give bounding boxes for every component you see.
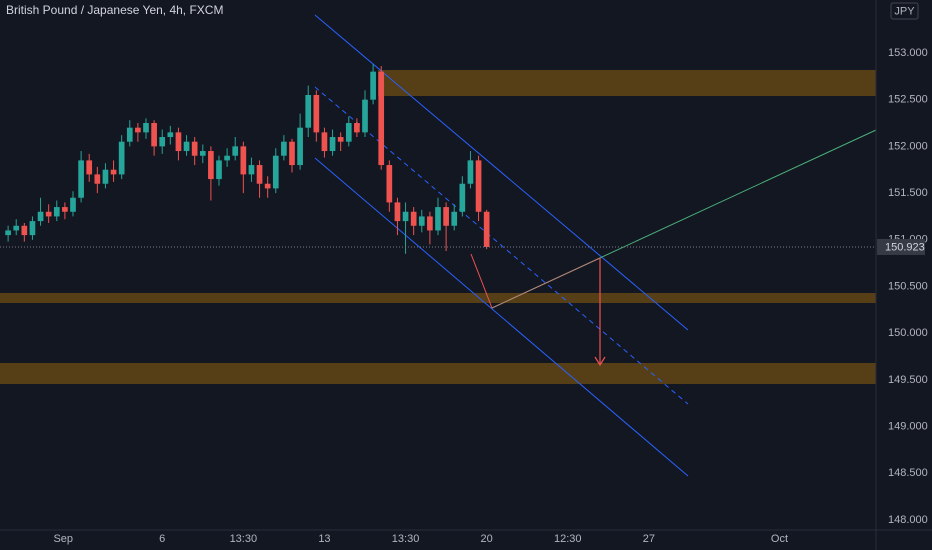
chart-title: British Pound / Japanese Yen, 4h, FXCM <box>6 3 223 17</box>
x-tick-label: Oct <box>771 533 788 545</box>
candle-body <box>378 71 385 166</box>
candle-body <box>78 160 84 198</box>
y-tick-label: 152.500 <box>888 94 928 106</box>
candle-body <box>70 197 76 212</box>
x-tick-label: Sep <box>53 533 73 545</box>
candle-body <box>256 165 263 184</box>
x-tick-label: 27 <box>643 533 655 545</box>
candle-body <box>118 141 125 175</box>
candle-body <box>86 160 93 175</box>
candle-body <box>345 123 352 142</box>
x-tick-label: 20 <box>481 533 493 545</box>
y-tick-label: 153.000 <box>888 47 928 59</box>
resistance-zone <box>378 70 876 96</box>
candle-body <box>443 207 449 226</box>
channel-middle <box>314 86 689 405</box>
candle-body <box>418 216 425 226</box>
candle-body <box>329 137 336 152</box>
candle-body <box>208 151 214 180</box>
last-price-box <box>877 238 925 255</box>
candle-body <box>199 151 206 156</box>
y-tick-label: 152.000 <box>888 140 928 152</box>
candle-body <box>191 141 198 156</box>
candle-body <box>21 225 28 236</box>
candle-body <box>126 127 133 142</box>
candle-body <box>264 183 271 189</box>
candle-body <box>362 99 368 133</box>
y-tick-label: 150.000 <box>888 327 928 339</box>
candle-body <box>37 211 44 222</box>
y-tick-label: 151.500 <box>888 187 928 199</box>
candle-body <box>232 146 239 156</box>
candle-body <box>410 211 417 226</box>
candle-body <box>459 183 466 212</box>
x-tick-label: 6 <box>159 533 165 545</box>
candle-body <box>110 169 117 175</box>
candle-body <box>451 211 458 226</box>
x-tick-label: 13:30 <box>230 533 258 545</box>
arrow-head <box>594 356 606 367</box>
y-tick-label: 150.500 <box>888 280 928 292</box>
support-zone <box>0 293 876 303</box>
candle-body <box>45 211 52 217</box>
candle-body <box>313 94 320 133</box>
x-tick-label: 12:30 <box>554 533 582 545</box>
candle-body <box>13 225 20 231</box>
channel-upper <box>314 14 689 331</box>
candle-body <box>175 132 182 152</box>
currency-badge[interactable] <box>890 2 919 20</box>
x-tick-label: 13:30 <box>392 533 420 545</box>
candle-body <box>394 202 401 222</box>
candle-body <box>427 216 433 231</box>
candle-body <box>248 165 255 175</box>
candle-body <box>402 211 409 222</box>
candle-body <box>289 141 295 166</box>
candle-body <box>354 123 360 133</box>
candle-body <box>94 174 101 184</box>
candle-body <box>305 94 312 128</box>
projection-line <box>470 253 493 309</box>
candle-body <box>167 132 174 138</box>
y-tick-label: 148.000 <box>888 514 928 526</box>
candle-body <box>62 207 68 212</box>
candle-body <box>272 155 279 189</box>
candle-body <box>281 141 287 156</box>
candle-body <box>467 160 474 184</box>
support-zone <box>0 363 876 384</box>
candle-body <box>370 71 376 100</box>
candle-body <box>29 221 36 236</box>
candle-body <box>386 165 393 203</box>
last-price-label: 150.923 <box>885 241 925 253</box>
candle-body <box>483 211 490 247</box>
candle-body <box>53 207 60 217</box>
candle-body <box>224 155 230 161</box>
candle-body <box>216 160 222 180</box>
y-tick-label: 149.500 <box>888 374 928 386</box>
candle-body <box>297 127 303 166</box>
candle-body <box>151 123 157 147</box>
candle-body <box>475 160 482 212</box>
candle-body <box>240 146 247 175</box>
candle-body <box>159 137 166 147</box>
projection-line <box>491 257 601 309</box>
candle-body <box>435 207 441 231</box>
candle-body <box>5 230 11 236</box>
channel-lower <box>314 157 689 477</box>
currency-label: JPY <box>894 5 915 17</box>
candle-body <box>135 127 141 133</box>
candle-body <box>337 137 344 142</box>
x-tick-label: 13 <box>318 533 330 545</box>
candle-body <box>143 123 149 133</box>
y-tick-label: 148.500 <box>888 467 928 479</box>
candle-body <box>102 169 109 184</box>
y-tick-label: 149.000 <box>888 421 928 433</box>
candle-body <box>183 141 190 152</box>
candle-body <box>321 132 328 152</box>
